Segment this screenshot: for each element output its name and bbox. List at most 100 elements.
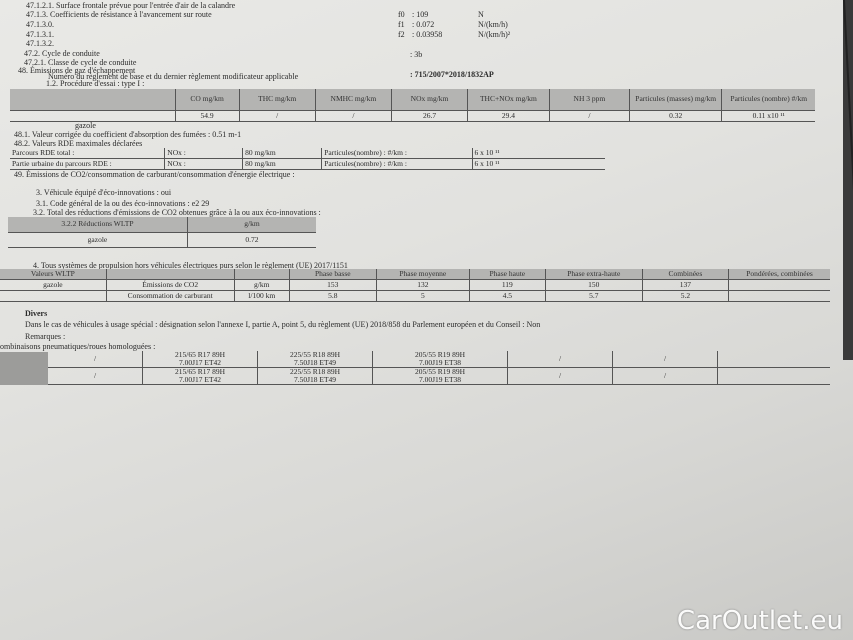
table-cell — [0, 291, 106, 302]
tyre-value: 7.50J18 ET49 — [293, 358, 337, 367]
remarques-line: Remarques : — [25, 332, 66, 341]
line-482: 48.2. Valeurs RDE maximales déclarées — [14, 139, 143, 148]
table-row: 3.2.2 Réductions WLTP g/km — [8, 217, 316, 232]
table-cell: 132 — [375, 279, 470, 291]
table-row: Valeurs WLTP Phase basse Phase moyenne Phas… — [0, 269, 830, 280]
table-row: gazole 0.72 — [8, 232, 316, 247]
table-cell: Pondérées, combinées — [728, 269, 830, 280]
tyre-cell: / — [507, 351, 613, 368]
tyre-value: 205/55 R19 89H — [414, 350, 465, 359]
table-cell: Particules(nombre) : #/km : — [321, 158, 473, 170]
gray-block — [0, 352, 48, 385]
table-cell: g/km — [186, 217, 316, 232]
line-32: 3.2. Total des réductions d'émissions de… — [33, 208, 321, 217]
table-cell — [233, 269, 290, 280]
tyre-cell: 205/55 R19 89H 7.00J19 ET38 — [372, 350, 508, 368]
table-cell: Phase extra-haute — [544, 269, 643, 280]
tyre-combinations-line: ombinaisons pneumatiques/roues homologué… — [0, 342, 156, 351]
table-cell: NOx : — [164, 148, 243, 159]
table-cell: Phase moyenne — [375, 269, 470, 280]
line-472: 47.2. Cycle de conduite — [24, 49, 100, 58]
tyre-value: 7.00J19 ET38 — [418, 375, 462, 384]
eco-innovation-table: 3.2.2 Réductions WLTP g/km gazole 0.72 — [8, 217, 316, 248]
table-cell: 4.5 — [468, 290, 546, 302]
line-3: 3. Véhicule équipé d'éco-innovations : o… — [36, 188, 172, 197]
tyre-cell: 205/55 R19 89H 7.00J19 ET38 — [372, 367, 508, 385]
table-cell: NH 3 ppm — [548, 89, 630, 110]
table-cell — [728, 279, 830, 291]
tyre-value: 7.50J18 ET49 — [293, 375, 337, 384]
table-cell: Consommation de carburant — [105, 290, 235, 302]
table-cell: Valeurs WLTP — [0, 269, 107, 280]
line-47121: 47.1.2.1. Surface frontale prévue pour l… — [26, 1, 236, 10]
line-4: 4. Tous systèmes de propulsion hors véhi… — [33, 261, 348, 270]
table-cell: 150 — [544, 279, 643, 291]
line-47131: 47.1.3.1. — [26, 30, 54, 39]
special-vehicle-line: Dans le cas de véhicules à usage spécial… — [25, 320, 541, 329]
table-cell: 153 — [288, 279, 377, 291]
table-row: /215/65 R17 89H 7.00J17 ET42 225/55 R18 89… — [48, 367, 830, 385]
table-cell: gazole — [87, 234, 108, 244]
table-cell — [105, 269, 235, 280]
table-cell: THC+NOx mg/km — [467, 89, 550, 110]
table-cell: 0.11 x10 ¹¹ — [721, 110, 815, 121]
tyre-value: 7.00J17 ET42 — [178, 358, 222, 367]
coefficient-v: : 0.03958 — [412, 30, 443, 39]
coefficient-v: : 109 — [412, 10, 429, 19]
divers-heading: Divers — [25, 309, 48, 318]
table-cell — [728, 290, 830, 302]
tyre-value: 225/55 R18 89H — [289, 350, 340, 359]
table-cell: 6 x 10 ¹¹ — [471, 158, 605, 170]
coefficient-k: f1 — [398, 20, 405, 29]
table-row: 54.9//26.7 29.4/0.32 0.11 x10 ¹¹ — [10, 110, 815, 121]
tyre-value: 215/65 R17 89H — [174, 367, 225, 376]
tyre-value: 7.00J19 ET38 — [418, 358, 462, 367]
table-cell: Phase haute — [468, 269, 546, 280]
tyre-cell: / — [507, 367, 613, 385]
table-cell: 80 mg/km — [242, 148, 322, 159]
reglement-value: : 715/2007*2018/1832AP — [410, 70, 494, 79]
emissions-table: CO mg/km THC mg/km NMHC mg/km NOx mg/km THC+… — [10, 89, 815, 122]
fuel-label: gazole — [75, 121, 96, 130]
tyre-value: 7.00J17 ET42 — [178, 375, 222, 384]
table-cell: Particules (masses) mg/km — [628, 89, 722, 110]
table-cell: l/100 km — [233, 290, 290, 302]
tyre-cell: 225/55 R18 89H 7.50J18 ET49 — [257, 367, 373, 385]
table-cell: 54.9 — [174, 110, 240, 121]
table-row: gazole Émissions de CO2 g/km 153 132 119 150 13… — [0, 279, 830, 291]
table-cell — [10, 110, 175, 121]
line-481: 48.1. Valeur corrigée du coefficient d'a… — [14, 130, 242, 139]
line-49: 49. Émissions de CO2/consommation de car… — [14, 170, 295, 179]
table-cell: 5.7 — [544, 290, 643, 302]
table-cell: / — [548, 110, 630, 121]
line-47130: 47.1.3.0. — [26, 20, 54, 29]
table-cell: 5.8 — [288, 290, 377, 302]
table-row: Partie urbaine du parcours RDE : NOx :80 … — [10, 158, 605, 170]
wltp-table: Valeurs WLTP Phase basse Phase moyenne Phas… — [0, 269, 830, 302]
line-4721: 47.2.1. Classe de cycle de conduite — [24, 58, 137, 67]
tyre-cell: 215/65 R17 89H 7.00J17 ET42 — [142, 351, 258, 368]
coefficient-k: f0 — [398, 10, 405, 19]
table-cell: NOx : — [164, 158, 243, 170]
tyre-value: / — [663, 371, 667, 380]
line-12-procedure: 1.2. Procédure d'essai : type I : — [46, 79, 145, 88]
table-cell — [10, 89, 176, 110]
tyre-cell: 215/65 R17 89H 7.00J17 ET42 — [142, 367, 258, 385]
table-cell: NOx mg/km — [390, 89, 468, 110]
table-cell: Partie urbaine du parcours RDE : — [12, 159, 112, 168]
line-47132: 47.1.3.2. — [26, 39, 54, 48]
tyre-value: / — [558, 371, 562, 380]
tyre-value: 205/55 R19 89H — [414, 367, 465, 376]
table-cell: NMHC mg/km — [314, 89, 392, 110]
tyre-cell: / — [48, 351, 143, 368]
table-cell: 0.72 — [186, 232, 316, 247]
tyre-cell: / — [612, 351, 718, 368]
table-row: Parcours RDE total : NOx :80 mg/km Particu… — [10, 148, 605, 159]
table-cell: 0.32 — [628, 110, 722, 121]
table-row: Consommation de carburant l/100 km 5.8 5 4.5… — [0, 290, 830, 302]
table-cell: 29.4 — [467, 110, 550, 121]
table-cell: 80 mg/km — [242, 158, 322, 170]
table-row: CO mg/km THC mg/km NMHC mg/km NOx mg/km THC+… — [10, 89, 815, 110]
tyre-value: 225/55 R18 89H — [289, 367, 340, 376]
line-4713: 47.1.3. Coefficients de résistance à l'a… — [26, 10, 212, 19]
